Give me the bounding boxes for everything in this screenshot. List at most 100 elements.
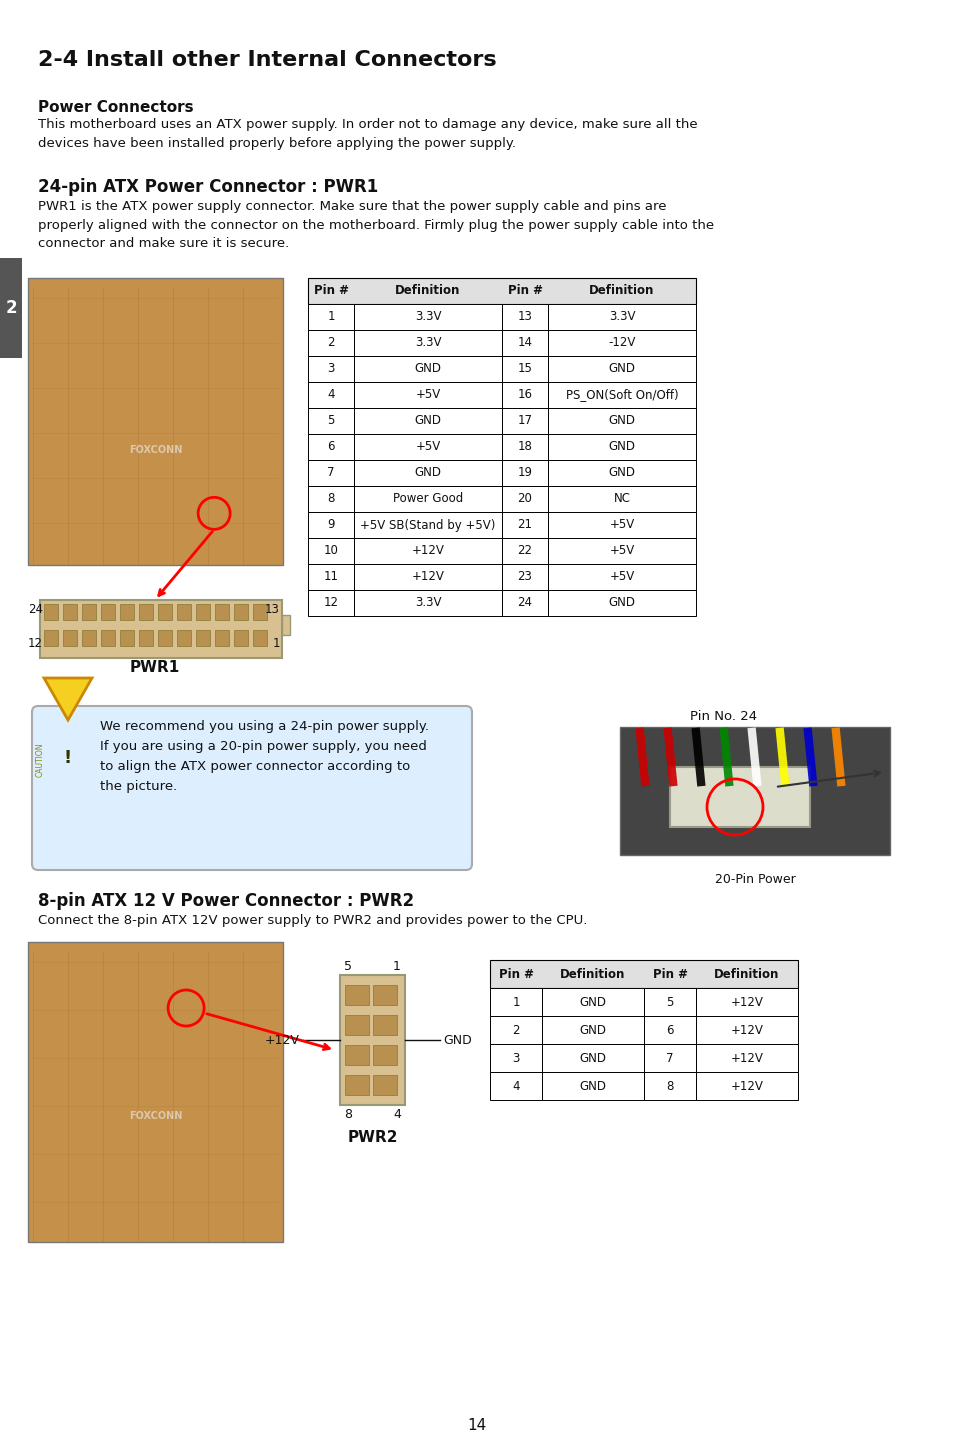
- FancyBboxPatch shape: [354, 513, 501, 539]
- Text: We recommend you using a 24-pin power supply.
If you are using a 20-pin power su: We recommend you using a 24-pin power su…: [100, 720, 429, 793]
- Text: 7: 7: [327, 466, 335, 479]
- FancyBboxPatch shape: [308, 460, 354, 486]
- FancyBboxPatch shape: [32, 706, 472, 870]
- Text: 2: 2: [5, 299, 17, 317]
- FancyBboxPatch shape: [214, 630, 229, 646]
- FancyBboxPatch shape: [547, 513, 696, 539]
- Text: CAUTION: CAUTION: [35, 743, 45, 777]
- FancyBboxPatch shape: [44, 604, 58, 620]
- FancyBboxPatch shape: [354, 539, 501, 563]
- FancyBboxPatch shape: [373, 1045, 396, 1064]
- FancyBboxPatch shape: [28, 277, 283, 565]
- Text: +12V: +12V: [730, 1024, 762, 1037]
- FancyBboxPatch shape: [643, 1016, 696, 1044]
- Text: Pin #: Pin #: [507, 285, 542, 298]
- FancyBboxPatch shape: [501, 303, 547, 330]
- FancyBboxPatch shape: [308, 434, 354, 460]
- Text: 2-4 Install other Internal Connectors: 2-4 Install other Internal Connectors: [38, 49, 497, 70]
- FancyBboxPatch shape: [253, 630, 267, 646]
- Text: -12V: -12V: [608, 337, 635, 350]
- FancyBboxPatch shape: [308, 356, 354, 382]
- Text: Definition: Definition: [395, 285, 460, 298]
- Text: 2: 2: [512, 1024, 519, 1037]
- FancyBboxPatch shape: [308, 382, 354, 408]
- Text: +12V: +12V: [730, 1079, 762, 1092]
- Text: 8-pin ATX 12 V Power Connector : PWR2: 8-pin ATX 12 V Power Connector : PWR2: [38, 892, 414, 910]
- FancyBboxPatch shape: [177, 604, 191, 620]
- Text: Pin #: Pin #: [652, 967, 687, 980]
- Text: 3.3V: 3.3V: [608, 311, 635, 324]
- FancyBboxPatch shape: [547, 563, 696, 590]
- Text: 14: 14: [517, 337, 532, 350]
- Text: 2: 2: [327, 337, 335, 350]
- Text: GND: GND: [578, 996, 606, 1009]
- FancyBboxPatch shape: [308, 513, 354, 539]
- FancyBboxPatch shape: [44, 630, 58, 646]
- FancyBboxPatch shape: [643, 1044, 696, 1072]
- FancyBboxPatch shape: [308, 408, 354, 434]
- FancyBboxPatch shape: [373, 1074, 396, 1095]
- FancyBboxPatch shape: [308, 330, 354, 356]
- Text: Definition: Definition: [559, 967, 625, 980]
- Text: 19: 19: [517, 466, 532, 479]
- FancyBboxPatch shape: [501, 434, 547, 460]
- FancyBboxPatch shape: [373, 1015, 396, 1035]
- Text: 9: 9: [327, 518, 335, 531]
- FancyBboxPatch shape: [547, 330, 696, 356]
- FancyBboxPatch shape: [696, 1072, 797, 1101]
- Text: NC: NC: [613, 492, 630, 505]
- FancyBboxPatch shape: [253, 604, 267, 620]
- FancyBboxPatch shape: [139, 604, 152, 620]
- Text: FOXCONN: FOXCONN: [129, 446, 182, 454]
- FancyBboxPatch shape: [490, 1072, 541, 1101]
- FancyBboxPatch shape: [501, 460, 547, 486]
- FancyBboxPatch shape: [195, 630, 210, 646]
- Text: +12V: +12V: [411, 571, 444, 584]
- Text: 8: 8: [327, 492, 335, 505]
- FancyBboxPatch shape: [120, 604, 133, 620]
- Text: GND: GND: [578, 1024, 606, 1037]
- FancyBboxPatch shape: [354, 460, 501, 486]
- FancyBboxPatch shape: [501, 513, 547, 539]
- Text: +5V: +5V: [609, 544, 634, 558]
- Text: 20-Pin Power: 20-Pin Power: [714, 873, 795, 886]
- Text: 13: 13: [517, 311, 532, 324]
- FancyBboxPatch shape: [158, 630, 172, 646]
- Text: GND: GND: [414, 363, 441, 376]
- FancyBboxPatch shape: [696, 987, 797, 1016]
- Text: GND: GND: [608, 440, 635, 453]
- Text: 6: 6: [327, 440, 335, 453]
- Text: 5: 5: [344, 961, 352, 973]
- Text: PS_ON(Soft On/Off): PS_ON(Soft On/Off): [565, 389, 678, 402]
- Text: 1: 1: [393, 961, 400, 973]
- FancyBboxPatch shape: [82, 604, 96, 620]
- FancyBboxPatch shape: [501, 356, 547, 382]
- FancyBboxPatch shape: [547, 382, 696, 408]
- FancyBboxPatch shape: [501, 486, 547, 513]
- Text: 18: 18: [517, 440, 532, 453]
- Text: 15: 15: [517, 363, 532, 376]
- FancyBboxPatch shape: [339, 974, 405, 1105]
- FancyBboxPatch shape: [696, 1044, 797, 1072]
- Text: 1: 1: [327, 311, 335, 324]
- FancyBboxPatch shape: [547, 460, 696, 486]
- FancyBboxPatch shape: [541, 1016, 643, 1044]
- FancyBboxPatch shape: [541, 1044, 643, 1072]
- FancyBboxPatch shape: [547, 303, 696, 330]
- FancyBboxPatch shape: [501, 382, 547, 408]
- Text: PWR2: PWR2: [347, 1130, 397, 1146]
- FancyBboxPatch shape: [308, 563, 354, 590]
- FancyBboxPatch shape: [354, 303, 501, 330]
- Polygon shape: [44, 678, 91, 720]
- FancyBboxPatch shape: [308, 486, 354, 513]
- Text: GND: GND: [578, 1051, 606, 1064]
- Text: 22: 22: [517, 544, 532, 558]
- FancyBboxPatch shape: [501, 408, 547, 434]
- FancyBboxPatch shape: [354, 563, 501, 590]
- Text: Power Good: Power Good: [393, 492, 462, 505]
- FancyBboxPatch shape: [373, 984, 396, 1005]
- Text: 14: 14: [467, 1417, 486, 1433]
- Text: +5V: +5V: [415, 440, 440, 453]
- Text: 12: 12: [323, 597, 338, 610]
- Text: 21: 21: [517, 518, 532, 531]
